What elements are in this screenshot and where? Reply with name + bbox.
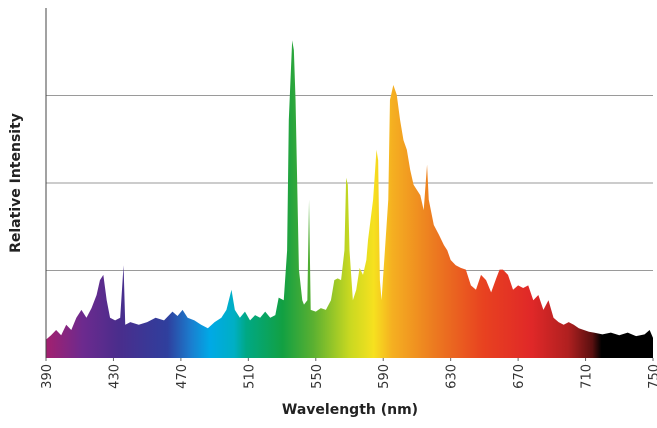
x-tick-label: 430 — [107, 364, 122, 389]
x-tick-label: 590 — [377, 364, 392, 389]
x-tick-label: 550 — [310, 364, 325, 389]
x-tick-label: 630 — [445, 364, 460, 389]
x-tick-label: 670 — [512, 364, 527, 389]
spectrum-area — [46, 40, 653, 358]
x-tick-label: 710 — [580, 364, 595, 389]
x-tick-label: 390 — [40, 364, 55, 389]
x-tick-label: 750 — [647, 364, 657, 389]
x-tick-label: 510 — [242, 364, 257, 389]
x-tick-label: 470 — [175, 364, 190, 389]
x-axis-title: Wavelength (nm) — [282, 402, 418, 418]
y-axis-title: Relative Intensity — [8, 113, 24, 253]
